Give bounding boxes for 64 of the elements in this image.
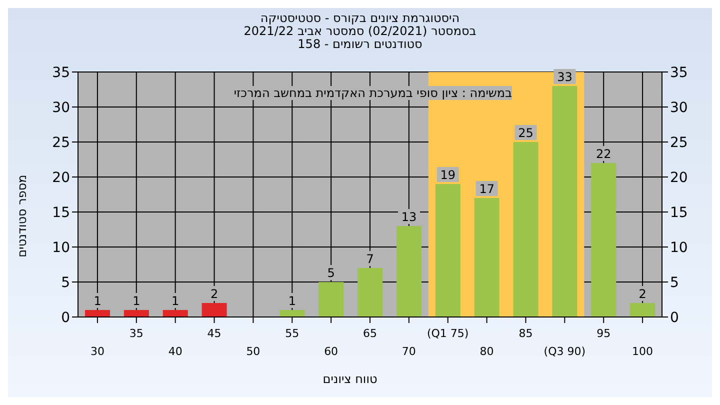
bar xyxy=(162,310,188,317)
x-tick-label: 45 xyxy=(207,327,222,340)
bar xyxy=(435,184,460,317)
y-tick-label: 35 xyxy=(52,64,70,81)
y-tick-label: 25 xyxy=(52,134,70,151)
data-label: 2 xyxy=(638,287,646,301)
x-tick-label: 95 xyxy=(596,327,611,340)
bar xyxy=(280,310,305,317)
bar xyxy=(396,226,422,317)
y-tick-label: 5 xyxy=(61,274,70,291)
bar xyxy=(202,303,227,317)
x-tick-label: 85 xyxy=(518,327,533,340)
data-label: 19 xyxy=(440,168,456,182)
data-label: 5 xyxy=(327,266,335,280)
x-tick-label: 35 xyxy=(129,327,144,340)
x-tick-label: 60 xyxy=(324,345,338,358)
y2-tick-label: 10 xyxy=(670,240,688,256)
y-axis-title: מספר סטודנטים xyxy=(15,174,29,258)
y2-tick-label: 15 xyxy=(670,204,688,221)
bar xyxy=(318,282,344,317)
x-tick-label: 70 xyxy=(402,345,416,358)
bar xyxy=(513,142,538,317)
data-label: 2 xyxy=(210,287,218,301)
data-label: 1 xyxy=(132,294,140,308)
chart-title: היסטוגרמת ציונים בקורס - סטטיסטיקה xyxy=(259,11,461,25)
data-label: 25 xyxy=(518,126,534,140)
x-tick-label: 30 xyxy=(90,345,104,358)
bar xyxy=(85,310,110,317)
data-label: 22 xyxy=(596,147,612,161)
y-tick-label: 0 xyxy=(61,310,70,326)
y-tick-label: 10 xyxy=(52,240,70,256)
x-axis-title: טווח ציונים xyxy=(322,372,378,386)
y2-tick-label: 20 xyxy=(670,170,688,186)
x-tick-label: 80 xyxy=(480,345,494,358)
y-tick-label: 15 xyxy=(52,204,70,221)
x-tick-label: 40 xyxy=(168,345,182,358)
data-label: 33 xyxy=(557,70,572,84)
data-label: 13 xyxy=(401,210,417,224)
chart-subtitle: בסמסטר (02/2021) סמסטר אביב 2021/22 סטודנטים רשומים - 158 xyxy=(242,24,478,51)
bar xyxy=(552,86,578,317)
data-label: 1 xyxy=(94,294,102,308)
y2-tick-label: 5 xyxy=(670,274,679,291)
data-label: 1 xyxy=(288,294,296,308)
y2-tick-label: 0 xyxy=(670,310,679,326)
bar xyxy=(474,198,500,317)
data-label: 1 xyxy=(172,294,180,308)
x-tick-label: 50 xyxy=(246,345,260,358)
bar xyxy=(124,310,149,317)
y-tick-label: 20 xyxy=(52,170,70,186)
x-tick-label: 100 xyxy=(632,345,654,358)
bar xyxy=(630,303,656,317)
x-tick-label: (Q3 90) xyxy=(544,345,586,358)
bar xyxy=(591,163,616,317)
y2-tick-label: 25 xyxy=(670,134,688,151)
x-tick-label: 55 xyxy=(285,327,300,340)
x-tick-label: (Q1 75) xyxy=(427,327,469,340)
data-label: 17 xyxy=(479,182,494,196)
y2-tick-label: 35 xyxy=(670,64,688,81)
y-tick-label: 30 xyxy=(52,100,70,116)
bar xyxy=(358,268,383,317)
annotation: במשימה : ציון סופי במערכת האקדמית במחשב המרכזי xyxy=(234,86,512,100)
y2-tick-label: 30 xyxy=(670,100,688,116)
x-tick-label: 65 xyxy=(363,327,377,340)
data-label: 7 xyxy=(366,252,374,266)
